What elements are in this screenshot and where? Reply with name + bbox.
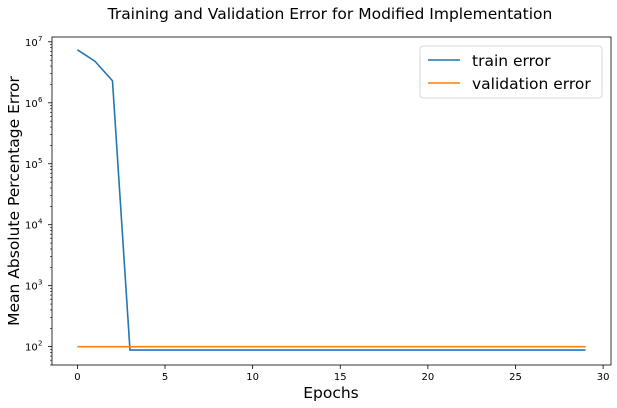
series-layer bbox=[76, 49, 586, 351]
y-tick-label: 105 bbox=[25, 157, 42, 171]
series-line-train-error bbox=[76, 49, 586, 351]
y-axis-ticks: 102 103 104 105 106 107 bbox=[25, 35, 52, 366]
axes-frame bbox=[51, 36, 612, 366]
y-tick-label: 102 bbox=[25, 340, 42, 354]
x-tick-label: 30 bbox=[597, 372, 610, 383]
legend-label-train-error: train error bbox=[472, 52, 551, 70]
y-tick-label: 107 bbox=[25, 35, 42, 49]
legend-box bbox=[419, 45, 603, 99]
x-axis-label: Epochs bbox=[303, 384, 359, 402]
y-tick-label: 103 bbox=[25, 279, 42, 293]
y-axis-label: Mean Absolute Percentage Error bbox=[5, 76, 23, 326]
plot-area bbox=[51, 36, 612, 366]
y-tick-label: 106 bbox=[25, 96, 43, 110]
x-tick-label: 10 bbox=[246, 372, 259, 383]
x-tick-label: 20 bbox=[422, 372, 435, 383]
x-tick-label: 5 bbox=[162, 372, 168, 383]
y-tick-label: 104 bbox=[25, 218, 43, 232]
x-tick-label: 0 bbox=[74, 372, 80, 383]
x-tick-label: 15 bbox=[334, 372, 347, 383]
x-axis-ticks: 0 5 10 15 20 25 30 bbox=[74, 365, 609, 383]
x-tick-label: 25 bbox=[509, 372, 522, 383]
legend-label-validation-error: validation error bbox=[472, 75, 591, 93]
legend: train error validation error bbox=[419, 45, 603, 99]
chart-title: Training and Validation Error for Modifi… bbox=[107, 5, 553, 23]
